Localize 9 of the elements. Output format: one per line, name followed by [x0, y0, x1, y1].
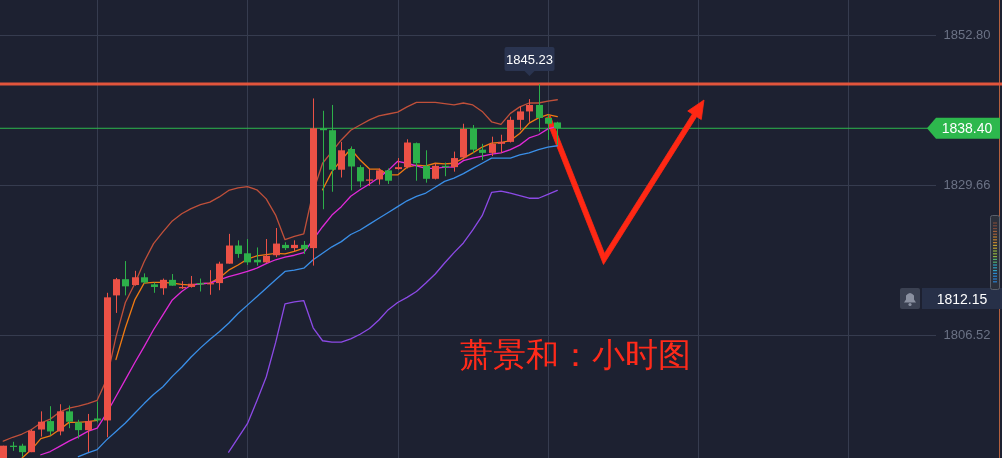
annotation: 1845.23: [506, 51, 554, 67]
annotation: 萧景和：小时图: [460, 335, 691, 374]
line-series: [228, 189, 558, 453]
alert-label: 1812.15: [922, 288, 1002, 309]
ref-line-label: 1838.40: [941, 120, 993, 137]
y-tick-label: 1829.66: [943, 177, 991, 193]
y-tick-label: 1852.80: [943, 27, 991, 43]
high-label: 1845.23: [504, 47, 555, 76]
y-tick-label: 1806.52: [943, 327, 991, 343]
